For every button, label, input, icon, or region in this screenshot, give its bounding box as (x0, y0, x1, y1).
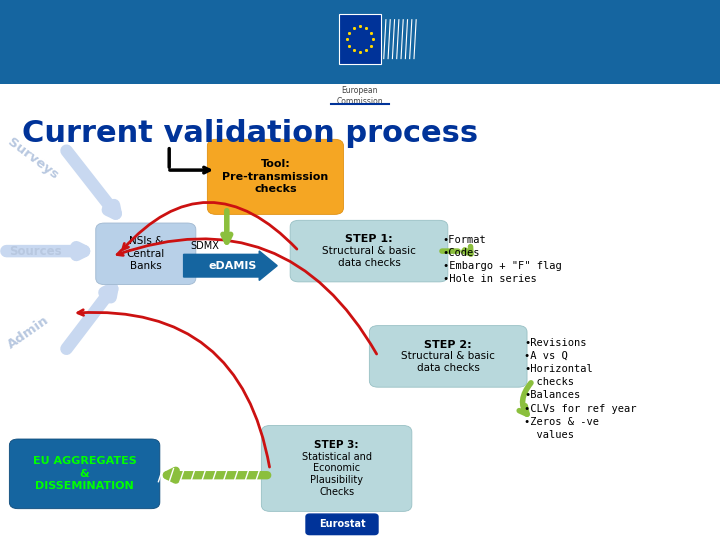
Bar (0, 0, 720, 84)
FancyBboxPatch shape (306, 514, 378, 535)
FancyArrow shape (184, 251, 277, 280)
FancyBboxPatch shape (261, 426, 412, 511)
Text: Plausibility: Plausibility (310, 475, 363, 485)
FancyArrowPatch shape (6, 247, 84, 255)
FancyBboxPatch shape (369, 326, 527, 387)
Text: Current validation process: Current validation process (22, 119, 478, 148)
Text: Surveys: Surveys (4, 136, 60, 183)
FancyBboxPatch shape (96, 223, 196, 285)
Text: Eurostat: Eurostat (319, 519, 365, 529)
Bar (339, 15, 381, 64)
Text: STEP 2:: STEP 2: (424, 340, 472, 349)
Text: data checks: data checks (417, 363, 480, 373)
Text: Tool:
Pre-transmission
checks: Tool: Pre-transmission checks (222, 159, 328, 194)
Text: Statistical and: Statistical and (302, 451, 372, 462)
Text: data checks: data checks (338, 258, 400, 268)
FancyBboxPatch shape (207, 139, 343, 214)
Text: STEP 1:: STEP 1: (345, 234, 393, 244)
Text: Economic: Economic (313, 463, 360, 474)
Text: Sources: Sources (9, 245, 61, 258)
FancyArrowPatch shape (66, 289, 112, 349)
Text: •Format
•Codes
•Embargo + "F" flag
•Hole in series: •Format •Codes •Embargo + "F" flag •Hole… (443, 235, 562, 285)
Text: •Revisions
•A vs Q
•Horizontal
  checks
•Balances
•CLVs for ref year
•Zeros & -v: •Revisions •A vs Q •Horizontal checks •B… (524, 338, 636, 440)
Text: Structural & basic: Structural & basic (401, 352, 495, 361)
Text: European
Commission: European Commission (337, 86, 383, 106)
Text: SDMX: SDMX (191, 241, 220, 251)
FancyArrowPatch shape (66, 151, 116, 214)
Text: Admin: Admin (6, 313, 52, 351)
Text: eDAMIS: eDAMIS (208, 261, 256, 271)
FancyBboxPatch shape (290, 220, 448, 282)
FancyBboxPatch shape (9, 439, 160, 509)
Text: Structural & basic: Structural & basic (322, 246, 416, 256)
Text: NSIs &
Central
Banks: NSIs & Central Banks (127, 237, 165, 271)
Text: STEP 3:: STEP 3: (315, 440, 359, 450)
Text: EU AGGREGATES
&
DISSEMINATION: EU AGGREGATES & DISSEMINATION (32, 456, 137, 491)
Text: Checks: Checks (319, 487, 354, 497)
